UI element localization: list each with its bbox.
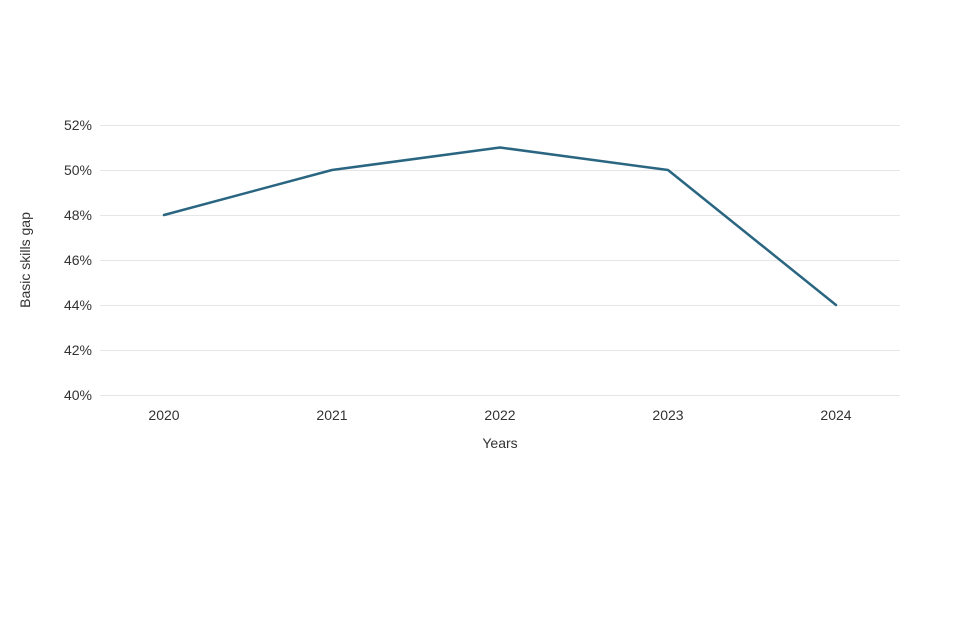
x-tick-label: 2024 — [820, 407, 851, 423]
y-tick-label: 46% — [50, 252, 92, 268]
grid-line — [100, 395, 900, 396]
y-tick-label: 52% — [50, 117, 92, 133]
x-tick-label: 2022 — [484, 407, 515, 423]
x-axis-title: Years — [482, 435, 517, 451]
skills-gap-chart: Basic skills gap Years 40% 42% 44% 46% 48% 50… — [0, 0, 960, 640]
series-line-basic-skills-gap — [164, 148, 836, 306]
plot-area — [100, 125, 900, 395]
x-tick-label: 2023 — [652, 407, 683, 423]
y-tick-label: 50% — [50, 162, 92, 178]
x-tick-label: 2021 — [316, 407, 347, 423]
y-tick-label: 40% — [50, 387, 92, 403]
y-tick-label: 44% — [50, 297, 92, 313]
x-tick-label: 2020 — [148, 407, 179, 423]
y-axis-title: Basic skills gap — [17, 212, 33, 308]
y-tick-label: 48% — [50, 207, 92, 223]
y-tick-label: 42% — [50, 342, 92, 358]
line-layer — [100, 125, 900, 395]
